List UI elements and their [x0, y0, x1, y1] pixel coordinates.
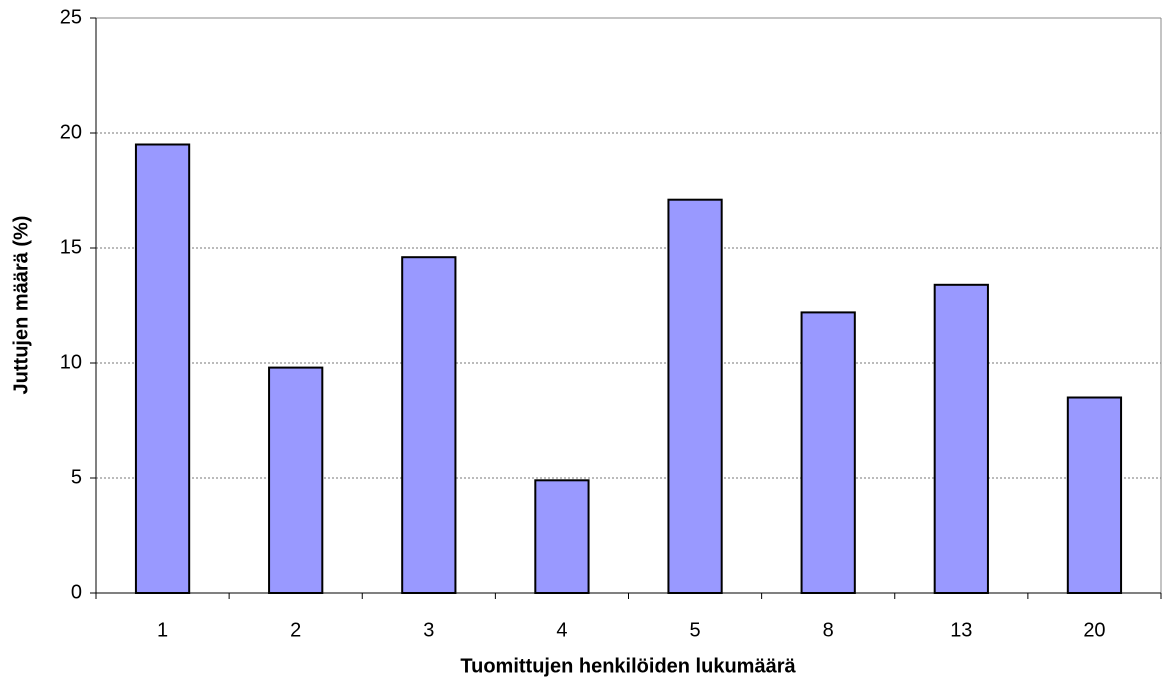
x-tick-label: 4	[556, 619, 567, 641]
y-tick-label: 20	[60, 121, 82, 143]
y-tick-label: 5	[71, 466, 82, 488]
y-tick-label: 15	[60, 236, 82, 258]
y-tick-label: 25	[60, 6, 82, 28]
bar	[401, 256, 457, 594]
bar	[667, 198, 723, 594]
y-tick-label: 0	[71, 581, 82, 603]
x-tick-label: 2	[290, 619, 301, 641]
x-tick-label: 1	[157, 619, 168, 641]
x-tick-label: 5	[690, 619, 701, 641]
y-tick-label: 10	[60, 351, 82, 373]
bar	[534, 479, 590, 594]
x-tick-label: 20	[1083, 619, 1105, 641]
bar	[1066, 396, 1123, 594]
y-axis-label: Juttujen määrä (%)	[10, 216, 32, 395]
x-tick-label: 8	[823, 619, 834, 641]
x-axis-label: Tuomittujen henkilöiden lukumäärä	[460, 655, 796, 677]
x-tick-label: 13	[950, 619, 972, 641]
bar	[134, 143, 191, 594]
bar	[933, 283, 989, 594]
x-tick-label: 3	[423, 619, 434, 641]
bar	[268, 366, 324, 594]
bar	[800, 311, 856, 594]
